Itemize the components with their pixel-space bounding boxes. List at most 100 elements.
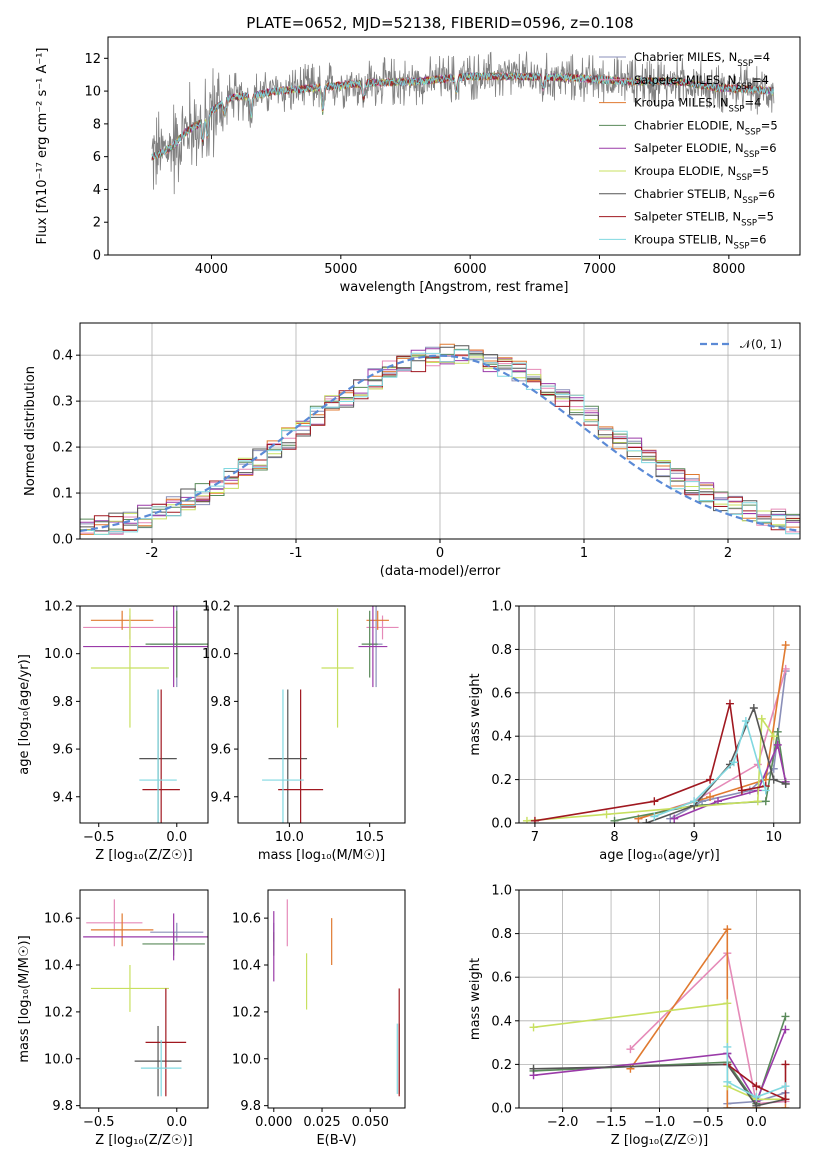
y-axis-label: Flux [fλ10⁻¹⁷ erg cm⁻² s⁻¹ A⁻¹] — [35, 48, 50, 245]
x-tick-label: −2.0 — [547, 1115, 579, 1130]
x-tick-label: 0.0 — [166, 830, 187, 845]
weight-series-stelib_kroupa — [723, 1042, 790, 1102]
errorbar-miles_kroupa — [90, 610, 154, 630]
plot-area-age_vs_Z — [83, 606, 208, 823]
weight-marker — [749, 703, 758, 712]
y-tick-label: 0.1 — [52, 487, 73, 502]
x-tick-label: 2 — [724, 546, 732, 561]
legend-label-elodie_salpeter: Salpeter ELODIE, NSSP=6 — [634, 141, 777, 160]
weight-marker — [530, 816, 539, 823]
weight-marker — [773, 727, 782, 736]
weight-series-elodie_kroupa — [522, 714, 778, 823]
x-tick-label: 8000 — [712, 262, 745, 277]
weight-marker — [752, 1101, 761, 1108]
y-tick-label: 0.0 — [491, 1102, 512, 1117]
y-tick-label: 0.2 — [491, 773, 512, 788]
y-tick-label: 0.2 — [491, 1058, 512, 1073]
panel-mass_vs_Z: −0.5 0.0 9.8 10.0 10.2 10.4 10.6 Z [log₁₀(Z/Z☉)… — [17, 889, 209, 1148]
weight-marker — [723, 1042, 732, 1051]
x-axis-label: mass [log₁₀(M/M☉)] — [258, 848, 385, 863]
y-tick-label: 0.6 — [491, 686, 512, 701]
y-tick-label: 2 — [93, 216, 101, 231]
y-tick-label: 9.8 — [52, 695, 73, 710]
weight-marker — [781, 1025, 790, 1034]
weight-marker — [781, 1012, 790, 1021]
y-tick-label: 9.8 — [210, 695, 231, 710]
x-axis-label: age [log₁₀(age/yr)] — [599, 848, 720, 863]
errorbar-stelib_salpeter — [145, 988, 187, 1097]
weight-series-stelib_kroupa — [650, 717, 770, 821]
x-tick-label: 8 — [610, 830, 618, 845]
panel-weight_vs_Z: −2.0 −1.5 −1.0 −0.5 0.0 0.0 0.2 0.4 0.6 0.8 1.0 Z [… — [468, 884, 801, 1148]
y-axis-label: age [log₁₀(age/yr)] — [17, 654, 32, 775]
x-tick-label: 10 — [765, 830, 782, 845]
weight-marker — [729, 758, 738, 767]
weight-marker — [650, 797, 659, 806]
y-tick-label: 10.6 — [44, 912, 73, 927]
errorbar-elodie_chabrier — [361, 610, 378, 678]
panel-age_vs_Z: −0.5 0.0 9.4 9.6 9.8 10.0 10.2 Z [log₁₀(Z/Z☉)] a… — [17, 600, 209, 863]
weight-marker — [752, 1082, 761, 1091]
weight-marker — [781, 779, 790, 788]
panel-mass_vs_ebv: 0.000 0.025 0.050 9.8 10.0 10.2 10.4 10.6 E(B-V) — [232, 889, 406, 1148]
weight-marker — [529, 1064, 538, 1073]
weight-marker — [690, 797, 699, 806]
axes-frame — [267, 889, 406, 1109]
panel-spectrum: 4000 5000 6000 7000 8000 0 2 4 6 8 10 12 wavelength … — [35, 36, 801, 295]
y-tick-label: 1.0 — [491, 884, 512, 899]
x-axis-label: (data-model)/error — [380, 564, 501, 579]
weight-marker — [769, 775, 778, 784]
x-tick-label: 7000 — [583, 262, 616, 277]
weight-marker — [725, 699, 734, 708]
x-tick-label: 0.0 — [166, 1115, 187, 1130]
errorbar-stelib_kroupa — [262, 689, 304, 823]
x-tick-label: −0.5 — [83, 1115, 115, 1130]
weight-line — [726, 1063, 787, 1101]
weight-marker — [781, 641, 790, 650]
x-tick-label: 0.000 — [255, 1115, 292, 1130]
x-axis-label: E(B-V) — [316, 1133, 356, 1148]
weight-marker — [753, 797, 762, 806]
y-axis-label: mass weight — [468, 958, 483, 1040]
y-tick-label: 0.4 — [52, 349, 73, 364]
axes-frame — [107, 36, 801, 256]
weight-marker — [723, 1077, 732, 1086]
errorbar-elodie_kroupa — [321, 608, 354, 728]
weight-marker — [781, 1082, 790, 1091]
x-tick-label: 4000 — [195, 262, 228, 277]
y-tick-label: 9.6 — [210, 743, 231, 758]
weight-marker — [706, 792, 715, 801]
plot-area-spectrum — [151, 51, 775, 195]
weight-line — [533, 1063, 786, 1107]
weight-marker — [522, 816, 531, 823]
y-tick-label: 9.4 — [210, 790, 231, 805]
y-tick-label: 10.2 — [232, 1005, 261, 1020]
legend-label-normal: 𝒩(0, 1) — [740, 337, 782, 351]
weight-marker — [781, 664, 790, 673]
weight-marker — [602, 810, 611, 819]
weight-marker — [723, 1104, 732, 1108]
model-spectrum-stelib_salpeter — [151, 72, 774, 160]
legend-label-elodie_kroupa: Kroupa ELODIE, NSSP=5 — [634, 164, 769, 183]
errorbar-stelib_salpeter — [278, 689, 324, 823]
spectrum-legend: Chabrier MILES, NSSP=4 Salpeter MILES, NS… — [599, 50, 778, 251]
panel-residuals: -2 -1 0 1 2 0.0 0.1 0.2 0.3 0.4 (data-model)/error… — [23, 322, 801, 579]
panel-age_vs_mass: 10.0 10.5 9.4 9.6 9.8 10.0 10.2 mass [log₁₀(M/M… — [202, 600, 406, 863]
y-tick-label: 0.0 — [52, 533, 73, 548]
plot-area-mass_vs_Z — [83, 899, 208, 1097]
y-tick-label: 10.6 — [232, 912, 261, 927]
x-tick-label: 0 — [436, 546, 444, 561]
x-tick-label: 6000 — [454, 262, 487, 277]
x-tick-label: 1 — [580, 546, 588, 561]
y-tick-label: 0.0 — [491, 817, 512, 832]
y-tick-label: 0.4 — [491, 730, 512, 745]
y-tick-label: 0.2 — [52, 441, 73, 456]
y-tick-label: 10 — [84, 85, 101, 100]
weight-marker — [610, 816, 619, 823]
x-tick-label: −0.5 — [83, 830, 115, 845]
errorbar-elodie_chabrier — [145, 610, 208, 678]
weight-marker — [769, 732, 778, 741]
y-tick-label: 0.8 — [491, 927, 512, 942]
x-tick-label: 0.025 — [303, 1115, 340, 1130]
weight-line — [629, 926, 786, 1108]
